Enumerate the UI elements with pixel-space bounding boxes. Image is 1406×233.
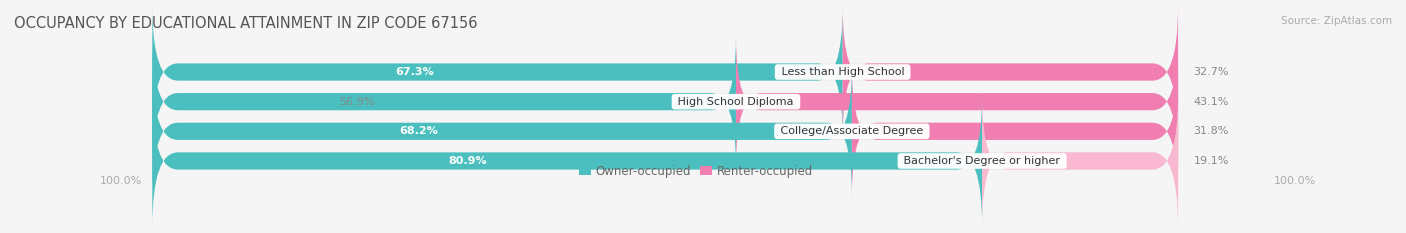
Legend: Owner-occupied, Renter-occupied: Owner-occupied, Renter-occupied <box>574 160 818 182</box>
FancyBboxPatch shape <box>852 66 1178 197</box>
FancyBboxPatch shape <box>152 96 983 226</box>
Text: 32.7%: 32.7% <box>1194 67 1229 77</box>
Text: 68.2%: 68.2% <box>399 126 437 136</box>
FancyBboxPatch shape <box>983 96 1178 226</box>
Text: 19.1%: 19.1% <box>1194 156 1229 166</box>
FancyBboxPatch shape <box>152 36 1178 167</box>
Text: Bachelor's Degree or higher: Bachelor's Degree or higher <box>900 156 1064 166</box>
FancyBboxPatch shape <box>152 66 1178 197</box>
Text: College/Associate Degree: College/Associate Degree <box>778 126 927 136</box>
FancyBboxPatch shape <box>152 7 1178 137</box>
FancyBboxPatch shape <box>152 7 842 137</box>
Text: Less than High School: Less than High School <box>778 67 908 77</box>
Text: 67.3%: 67.3% <box>395 67 434 77</box>
FancyBboxPatch shape <box>152 96 1178 226</box>
FancyBboxPatch shape <box>152 66 852 197</box>
FancyBboxPatch shape <box>735 36 1178 167</box>
Text: 31.8%: 31.8% <box>1194 126 1229 136</box>
Text: High School Diploma: High School Diploma <box>675 97 797 107</box>
Text: 100.0%: 100.0% <box>1274 176 1316 186</box>
Text: 43.1%: 43.1% <box>1194 97 1229 107</box>
FancyBboxPatch shape <box>842 7 1178 137</box>
Text: 100.0%: 100.0% <box>100 176 142 186</box>
Text: OCCUPANCY BY EDUCATIONAL ATTAINMENT IN ZIP CODE 67156: OCCUPANCY BY EDUCATIONAL ATTAINMENT IN Z… <box>14 16 478 31</box>
Text: 56.9%: 56.9% <box>339 97 374 107</box>
FancyBboxPatch shape <box>152 36 735 167</box>
Text: 80.9%: 80.9% <box>449 156 486 166</box>
Text: Source: ZipAtlas.com: Source: ZipAtlas.com <box>1281 16 1392 26</box>
